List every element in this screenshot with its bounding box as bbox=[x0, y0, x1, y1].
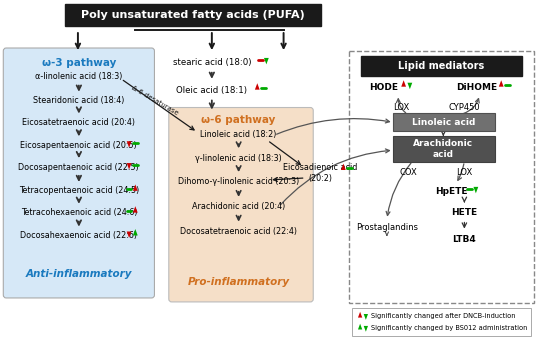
Text: HpETE: HpETE bbox=[435, 187, 467, 196]
Polygon shape bbox=[133, 229, 138, 236]
Polygon shape bbox=[133, 184, 138, 191]
Text: Prostaglandins: Prostaglandins bbox=[356, 223, 418, 232]
Text: Linoleic acid: Linoleic acid bbox=[412, 118, 475, 127]
Text: HETE: HETE bbox=[451, 208, 478, 217]
Text: ω-6 pathway: ω-6 pathway bbox=[202, 115, 276, 125]
Text: stearic acid (18:0): stearic acid (18:0) bbox=[172, 58, 251, 68]
Text: α-linolenic acid (18:3): α-linolenic acid (18:3) bbox=[35, 72, 123, 81]
Text: LOX: LOX bbox=[393, 103, 409, 112]
Text: Lipid mediators: Lipid mediators bbox=[398, 61, 484, 71]
Polygon shape bbox=[341, 164, 346, 170]
Text: Anti-inflammatory: Anti-inflammatory bbox=[26, 269, 132, 279]
Text: Tetracopentaenoic acid (24:5): Tetracopentaenoic acid (24:5) bbox=[18, 186, 139, 195]
Text: HODE: HODE bbox=[370, 83, 399, 92]
Text: Oleic acid (18:1): Oleic acid (18:1) bbox=[176, 86, 248, 95]
Text: Poly unsaturated fatty acids (PUFA): Poly unsaturated fatty acids (PUFA) bbox=[81, 10, 305, 20]
Text: Pro-inflammatory: Pro-inflammatory bbox=[188, 277, 290, 287]
FancyBboxPatch shape bbox=[361, 56, 522, 76]
FancyBboxPatch shape bbox=[66, 4, 321, 26]
FancyBboxPatch shape bbox=[393, 114, 495, 131]
Polygon shape bbox=[499, 80, 503, 87]
Text: Linoleic acid (18:2): Linoleic acid (18:2) bbox=[200, 130, 277, 139]
Polygon shape bbox=[127, 163, 132, 169]
Polygon shape bbox=[133, 206, 138, 213]
FancyBboxPatch shape bbox=[393, 136, 495, 162]
Polygon shape bbox=[358, 324, 362, 329]
Polygon shape bbox=[363, 314, 368, 320]
Text: Tetracohexaenoic acid (24:6): Tetracohexaenoic acid (24:6) bbox=[21, 208, 137, 217]
Text: Eicosapentaenoic acid (20:5): Eicosapentaenoic acid (20:5) bbox=[21, 141, 137, 150]
Text: Arachidonic acid (20:4): Arachidonic acid (20:4) bbox=[192, 202, 285, 211]
Text: Arachidonic
acid: Arachidonic acid bbox=[413, 139, 473, 159]
Text: CYP450: CYP450 bbox=[449, 103, 480, 112]
Polygon shape bbox=[127, 232, 132, 238]
FancyBboxPatch shape bbox=[352, 308, 531, 336]
Text: γ-linolenic acid (18:3): γ-linolenic acid (18:3) bbox=[195, 153, 282, 163]
Text: COX: COX bbox=[399, 168, 417, 177]
FancyBboxPatch shape bbox=[349, 51, 534, 303]
Text: Δ-6 desaturase: Δ-6 desaturase bbox=[130, 85, 179, 116]
Polygon shape bbox=[473, 187, 478, 193]
Text: LOX: LOX bbox=[456, 168, 473, 177]
Polygon shape bbox=[408, 83, 412, 89]
Text: DiHOME: DiHOME bbox=[456, 83, 497, 92]
Polygon shape bbox=[363, 326, 368, 332]
FancyBboxPatch shape bbox=[169, 107, 313, 302]
Text: Docosapentaenoic acid (22:5): Docosapentaenoic acid (22:5) bbox=[18, 163, 139, 172]
Text: Significantly changed after DNCB-induction: Significantly changed after DNCB-inducti… bbox=[371, 313, 515, 319]
Text: Dihomo-γ-linolenic acid (20:3): Dihomo-γ-linolenic acid (20:3) bbox=[178, 177, 299, 187]
Text: Eicosadienoic acid
(20:2): Eicosadienoic acid (20:2) bbox=[283, 163, 357, 183]
Text: LTB4: LTB4 bbox=[452, 235, 476, 244]
Text: ω-3 pathway: ω-3 pathway bbox=[41, 58, 116, 68]
Text: Significantly changed by BS012 administration: Significantly changed by BS012 administr… bbox=[371, 325, 527, 331]
Polygon shape bbox=[264, 58, 269, 64]
Polygon shape bbox=[358, 312, 362, 317]
Polygon shape bbox=[402, 80, 406, 87]
Text: Stearidonic acid (18:4): Stearidonic acid (18:4) bbox=[33, 96, 124, 105]
Polygon shape bbox=[255, 83, 260, 90]
Text: Docosatetraenoic acid (22:4): Docosatetraenoic acid (22:4) bbox=[180, 227, 297, 236]
Text: Eicosatetraenoic acid (20:4): Eicosatetraenoic acid (20:4) bbox=[22, 118, 136, 127]
Polygon shape bbox=[127, 141, 132, 148]
FancyBboxPatch shape bbox=[3, 48, 155, 298]
Text: Docosahexaenoic acid (22:6): Docosahexaenoic acid (22:6) bbox=[20, 231, 137, 240]
